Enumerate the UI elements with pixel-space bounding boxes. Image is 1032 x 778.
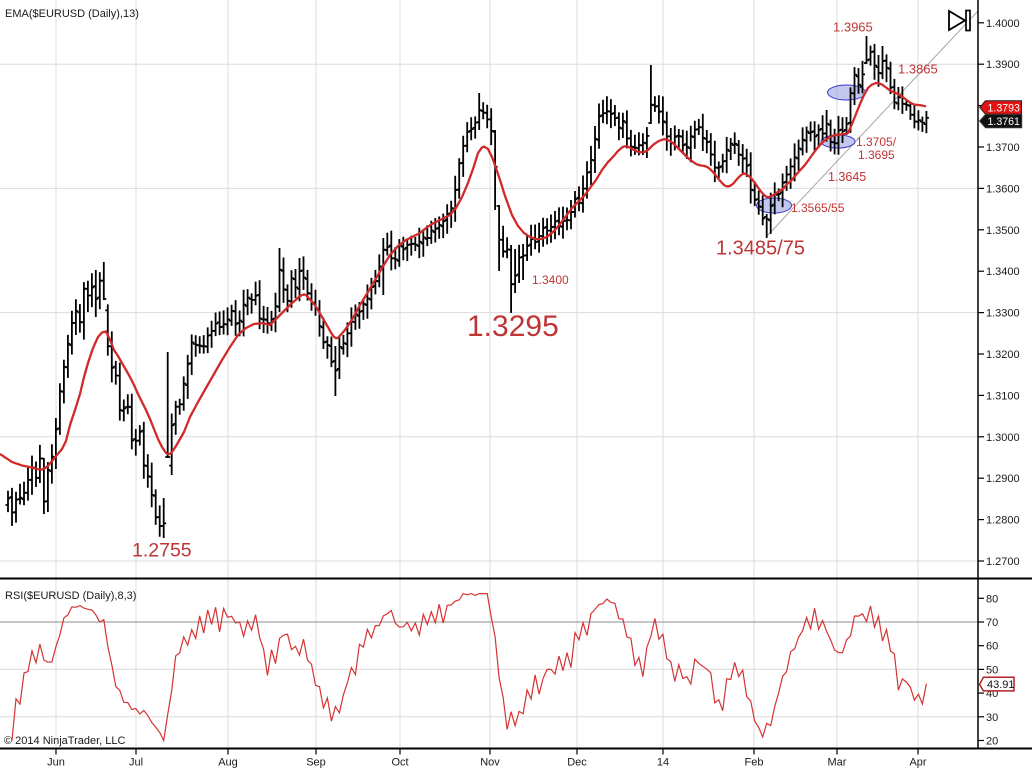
svg-text:1.2900: 1.2900 [986,473,1020,485]
svg-text:Sep: Sep [306,757,326,769]
svg-text:Jun: Jun [47,757,65,769]
svg-text:80: 80 [986,593,998,605]
svg-text:1.3295: 1.3295 [467,310,559,343]
svg-text:1.2755: 1.2755 [132,540,192,562]
svg-text:Dec: Dec [567,757,587,769]
svg-text:1.3400: 1.3400 [986,266,1020,278]
svg-text:1.2700: 1.2700 [986,556,1020,568]
svg-text:43.91: 43.91 [987,679,1015,691]
svg-text:Feb: Feb [745,757,764,769]
svg-text:20: 20 [986,736,998,748]
svg-text:Jul: Jul [129,757,143,769]
svg-text:1.3500: 1.3500 [986,225,1020,237]
svg-text:1.3865: 1.3865 [898,62,938,77]
svg-text:Apr: Apr [909,757,926,769]
svg-text:1.3200: 1.3200 [986,349,1020,361]
svg-text:RSI($EURUSD (Daily),8,3): RSI($EURUSD (Daily),8,3) [5,590,136,602]
svg-text:1.3705/: 1.3705/ [856,135,897,149]
svg-text:1.3000: 1.3000 [986,432,1020,444]
svg-text:1.3793: 1.3793 [988,102,1021,114]
svg-text:Mar: Mar [828,757,847,769]
svg-text:14: 14 [657,757,669,769]
svg-text:1.3695: 1.3695 [858,148,895,162]
svg-text:1.3485/75: 1.3485/75 [716,238,805,260]
svg-text:1.3300: 1.3300 [986,308,1020,320]
svg-text:1.3965: 1.3965 [833,20,873,35]
svg-text:1.3100: 1.3100 [986,390,1020,402]
svg-text:1.4000: 1.4000 [986,18,1020,30]
svg-text:70: 70 [986,617,998,629]
svg-text:Oct: Oct [391,757,408,769]
svg-text:EMA($EURUSD (Daily),13): EMA($EURUSD (Daily),13) [5,8,139,20]
svg-text:© 2014 NinjaTrader, LLC: © 2014 NinjaTrader, LLC [4,735,125,747]
svg-text:1.3700: 1.3700 [986,142,1020,154]
svg-text:1.2800: 1.2800 [986,515,1020,527]
svg-text:1.3761: 1.3761 [988,116,1021,128]
svg-text:Aug: Aug [218,757,238,769]
svg-text:50: 50 [986,664,998,676]
svg-text:1.3400: 1.3400 [532,273,569,287]
svg-text:60: 60 [986,641,998,653]
svg-text:1.3645: 1.3645 [828,170,866,184]
svg-text:1.3565/55: 1.3565/55 [791,201,845,215]
svg-text:1.3600: 1.3600 [986,183,1020,195]
svg-text:1.3900: 1.3900 [986,59,1020,71]
svg-text:Nov: Nov [480,757,500,769]
svg-text:30: 30 [986,712,998,724]
